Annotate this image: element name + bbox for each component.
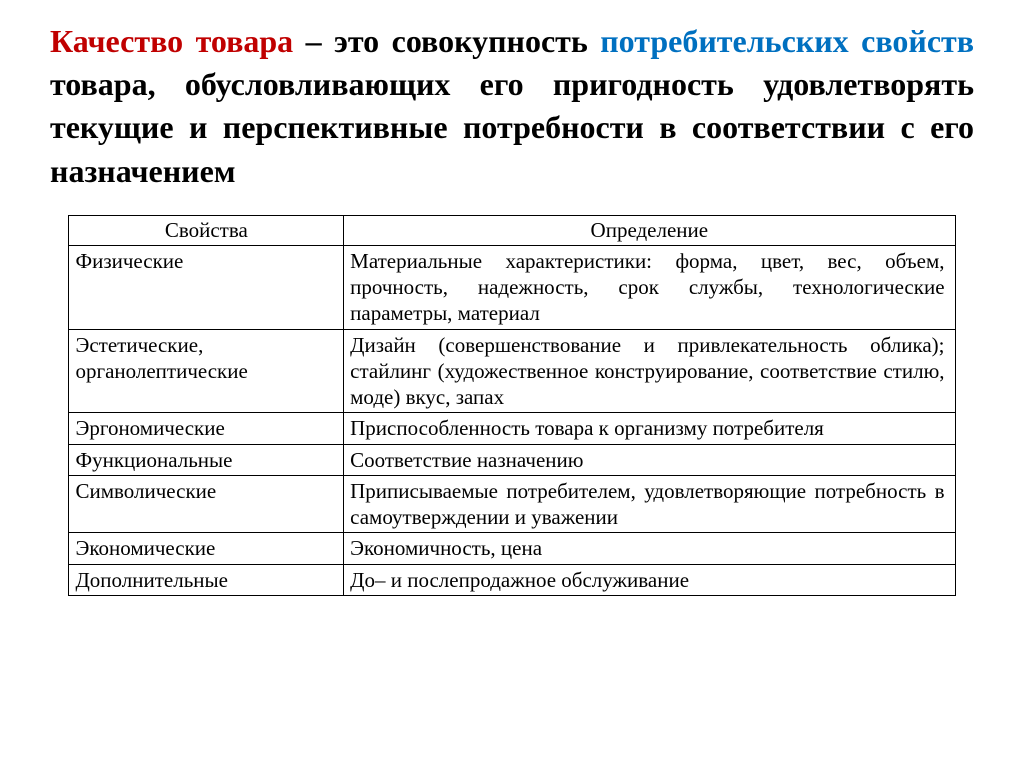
- header-properties: Свойства: [69, 215, 344, 245]
- table-row: Дополнительные До– и послепродажное обсл…: [69, 564, 955, 595]
- definition-paragraph: Качество товара – это совокупность потре…: [50, 20, 974, 193]
- cell-property: Функциональные: [69, 444, 344, 475]
- cell-property: Экономические: [69, 533, 344, 564]
- slide-container: Качество товара – это совокупность потре…: [0, 0, 1024, 596]
- cell-definition: Приписываемые потребителем, удовлетворяю…: [344, 475, 955, 533]
- term-blue: потребительских свойств: [600, 23, 974, 59]
- table-row: Функциональные Соответствие назначению: [69, 444, 955, 475]
- cell-property: Эргономические: [69, 413, 344, 444]
- table-row: Физические Материальные характеристики: …: [69, 245, 955, 329]
- properties-table: Свойства Определение Физические Материал…: [68, 215, 955, 596]
- table-header-row: Свойства Определение: [69, 215, 955, 245]
- text-part4: товара, обусловливающих его пригодность …: [50, 66, 974, 188]
- cell-property: Символические: [69, 475, 344, 533]
- text-part2: это совокупность: [334, 23, 600, 59]
- cell-definition: Материальные характеристики: форма, цвет…: [344, 245, 955, 329]
- table-row: Эргономические Приспособленность товара …: [69, 413, 955, 444]
- cell-property: Физические: [69, 245, 344, 329]
- header-definition: Определение: [344, 215, 955, 245]
- table-row: Экономические Экономичность, цена: [69, 533, 955, 564]
- cell-property: Эстетические, органолептические: [69, 329, 344, 413]
- cell-definition: Соответствие назначению: [344, 444, 955, 475]
- cell-definition: Приспособленность товара к организму пот…: [344, 413, 955, 444]
- table-row: Эстетические, органолептические Дизайн (…: [69, 329, 955, 413]
- term-red: Качество товара: [50, 23, 293, 59]
- dash: –: [293, 23, 334, 59]
- cell-definition: Дизайн (совершенствование и привлекатель…: [344, 329, 955, 413]
- table-row: Символические Приписываемые потребителем…: [69, 475, 955, 533]
- cell-property: Дополнительные: [69, 564, 344, 595]
- cell-definition: Экономичность, цена: [344, 533, 955, 564]
- cell-definition: До– и послепродажное обслуживание: [344, 564, 955, 595]
